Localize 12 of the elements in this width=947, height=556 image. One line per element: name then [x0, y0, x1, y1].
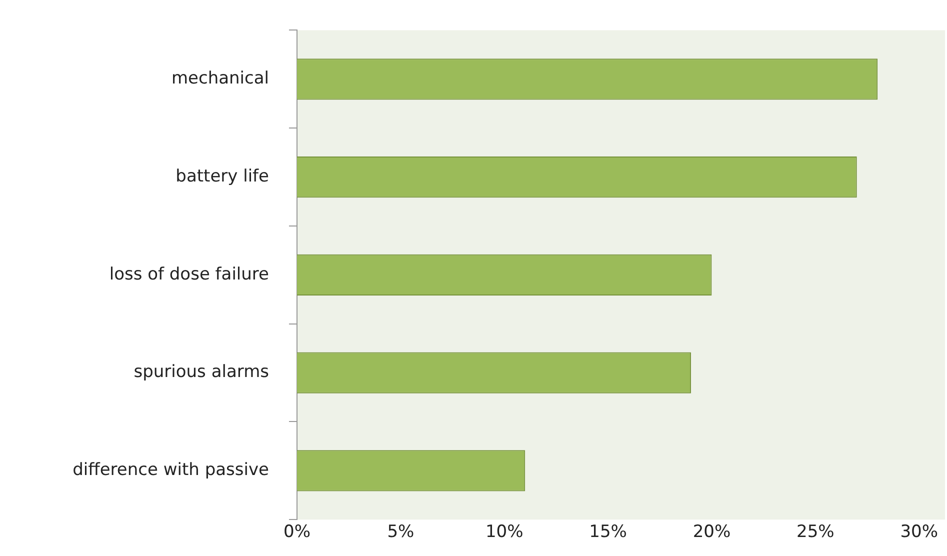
x-tick-label: 30% — [900, 522, 938, 542]
x-tick-label: 15% — [589, 522, 627, 542]
x-tick-label: 20% — [692, 522, 731, 542]
y-tick-label: loss of dose failure — [109, 264, 269, 284]
y-tick-label: mechanical — [171, 68, 269, 89]
x-tick-label: 25% — [796, 522, 834, 542]
x-tick-label: 5% — [387, 522, 414, 542]
x-tick-label: 0% — [284, 522, 310, 542]
y-tick-label: spurious alarms — [134, 362, 270, 382]
y-tick-label: battery life — [176, 166, 269, 186]
x-tick-label: 10% — [485, 522, 524, 542]
y-tick-label: difference with passive — [72, 460, 269, 480]
